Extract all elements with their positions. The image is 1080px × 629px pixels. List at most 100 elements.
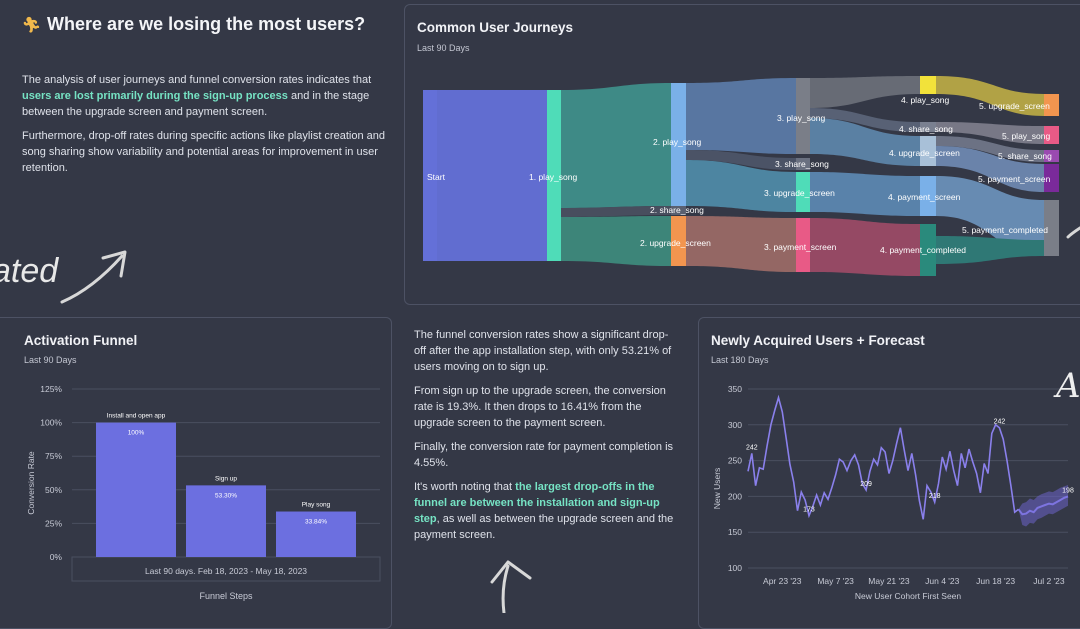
flow-s4completed-s5completed — [936, 236, 1044, 264]
forecast-xtick: May 21 '23 — [868, 576, 910, 586]
section-title: Where are we losing the most users? — [47, 14, 366, 34]
card-subtitle: Last 90 Days — [417, 43, 470, 53]
forecast-ytick: 150 — [728, 527, 742, 537]
new-users-line — [747, 394, 1019, 520]
card-subtitle: Last 180 Days — [711, 355, 769, 365]
flow-s4-s5upgrade — [936, 76, 1044, 116]
node-label-s2-play: 2. play_song — [653, 137, 701, 147]
node-label-s4-completed: 4. payment_completed — [880, 245, 966, 255]
flow-s2-s3upgrade — [686, 160, 796, 212]
intro-text: The analysis of user journeys and funnel… — [22, 72, 386, 184]
forecast-ylabel: New Users — [712, 468, 722, 510]
flow-s4-s5completed — [936, 176, 1044, 256]
sankey-node-s5-upgrade — [1044, 94, 1059, 116]
analysis-paragraph-4: It's worth noting that the largest drop-… — [414, 481, 674, 541]
sankey-node-s4-share — [920, 122, 936, 132]
flow-start-s1 — [437, 90, 547, 261]
forecast-point-label: 209 — [860, 481, 872, 488]
node-label-s4-share: 4. share_song — [899, 124, 953, 134]
forecast-chart: 100 150 200 250 300 350 Apr 23 '23 May 7 '23 May… — [712, 384, 1074, 601]
flow-s1-s2play — [561, 83, 671, 208]
sankey-node-s4-payment — [920, 176, 936, 216]
forecast-xtick: Jul 2 '23 — [1033, 576, 1065, 586]
sankey-node-s4-completed — [920, 224, 936, 276]
intro-highlight: users are lost primarily during the sign… — [22, 90, 288, 102]
sankey-node-start — [423, 90, 437, 261]
card-title: Activation Funnel — [24, 333, 138, 348]
card-title: Common User Journeys — [417, 20, 574, 35]
sankey-node-s5-payment — [1044, 164, 1059, 192]
node-label-s3-payment: 3. payment_screen — [764, 242, 837, 252]
funnel-caption: Last 90 days. Feb 18, 2023 - May 18, 202… — [145, 566, 307, 576]
forecast-xlabel: New User Cohort First Seen — [855, 591, 962, 601]
flow-s3-s4completed — [810, 218, 920, 276]
node-label-s5-share: 5. share_song — [998, 151, 1052, 161]
funnel-ytick: 125% — [40, 384, 62, 394]
funnel-bar — [276, 511, 356, 557]
sankey-node-s3-payment — [796, 218, 810, 272]
node-label-s5-upgrade: 5. upgrade_screen — [979, 101, 1050, 111]
sankey-node-s1-play — [547, 90, 561, 261]
forecast-xtick: May 7 '23 — [817, 576, 854, 586]
node-label-s3-share: 3. share_song — [775, 159, 829, 169]
forecast-xtick: Apr 23 '23 — [763, 576, 802, 586]
funnel-ytick: 100% — [40, 418, 62, 428]
analysis-paragraph-1: The funnel conversion rates show a signi… — [414, 329, 672, 373]
sankey-node-s4-upgrade — [920, 136, 936, 166]
node-label-s4-play: 4. play_song — [901, 95, 949, 105]
node-label-s2-upgrade: 2. upgrade_screen — [640, 238, 711, 248]
flow-s2-s3share — [686, 150, 796, 170]
sankey-node-s5-play — [1044, 126, 1059, 144]
flow-s4-s5payment — [936, 146, 1044, 192]
funnel-xlabel: Funnel Steps — [199, 591, 253, 601]
funnel-bar-category: Install and open app — [107, 413, 166, 420]
funnel-ytick: 0% — [50, 552, 63, 562]
sankey-node-s2-play — [671, 83, 686, 206]
forecast-line — [1017, 495, 1069, 516]
forecast-point-label: 198 — [1062, 487, 1074, 494]
flow-s3-s4play — [810, 76, 920, 108]
annotation-script-right: A — [1056, 366, 1080, 406]
intro-paragraph-2: Furthermore, drop-off rates during speci… — [22, 130, 385, 174]
funnel-bar-category: Play song — [302, 502, 331, 509]
node-label-s5-completed: 5. payment_completed — [962, 225, 1048, 235]
forecast-ytick: 100 — [728, 563, 742, 573]
activation-funnel-card: Activation Funnel Last 90 Days — [0, 317, 392, 629]
intro-paragraph-1: The analysis of user journeys and funnel… — [22, 74, 372, 118]
sankey-node-s5-completed — [1044, 200, 1059, 256]
flow-s3-s4payment — [810, 172, 920, 216]
funnel-bar-value: 53.30% — [215, 492, 237, 499]
node-label-s1-play: 1. play_song — [529, 172, 577, 182]
sankey-node-s3-upgrade — [796, 172, 810, 212]
annotation-arrow-right — [1066, 226, 1080, 239]
node-label-s4-upgrade: 4. upgrade_screen — [889, 148, 960, 158]
flow-s2-s3play — [686, 78, 796, 154]
forecast-ytick: 250 — [728, 456, 742, 466]
forecast-point-label: 218 — [929, 493, 941, 500]
node-label-start: Start — [427, 172, 446, 182]
flow-s3-s4share — [810, 108, 920, 132]
funnel-analysis-text: The funnel conversion rates show a signi… — [414, 327, 680, 551]
sankey-node-s5-share — [1044, 150, 1059, 162]
funnel-bar-category: Sign up — [215, 475, 237, 482]
forecast-xtick: Jun 18 '23 — [976, 576, 1015, 586]
node-label-s5-payment: 5. payment_screen — [978, 174, 1051, 184]
forecast-ytick: 200 — [728, 491, 742, 501]
annotation-arrow-left: ated — [0, 250, 127, 304]
sankey-node-s2-upgrade — [671, 216, 686, 266]
analysis-paragraph-2: From sign up to the upgrade screen, the … — [414, 385, 666, 429]
funnel-bar — [96, 422, 176, 557]
node-label-s5-play: 5. play_song — [1002, 131, 1050, 141]
flow-s4-s5share — [936, 136, 1044, 162]
sankey-node-s4-play — [920, 76, 936, 94]
node-label-s3-upgrade: 3. upgrade_screen — [764, 188, 835, 198]
forecast-point-label: 242 — [746, 444, 758, 451]
runner-icon: 🏃︎ — [22, 17, 42, 34]
forecast-point-label: 242 — [994, 419, 1006, 426]
node-label-s4-payment: 4. payment_screen — [888, 192, 961, 202]
sankey-node-s3-share — [796, 158, 810, 170]
forecast-ytick: 350 — [728, 384, 742, 394]
flow-s4-s5play — [936, 122, 1044, 144]
funnel-ytick: 25% — [45, 518, 62, 528]
funnel-chart: 0% 25% 50% 75% 100% 125% Install and open app 1… — [26, 384, 381, 601]
